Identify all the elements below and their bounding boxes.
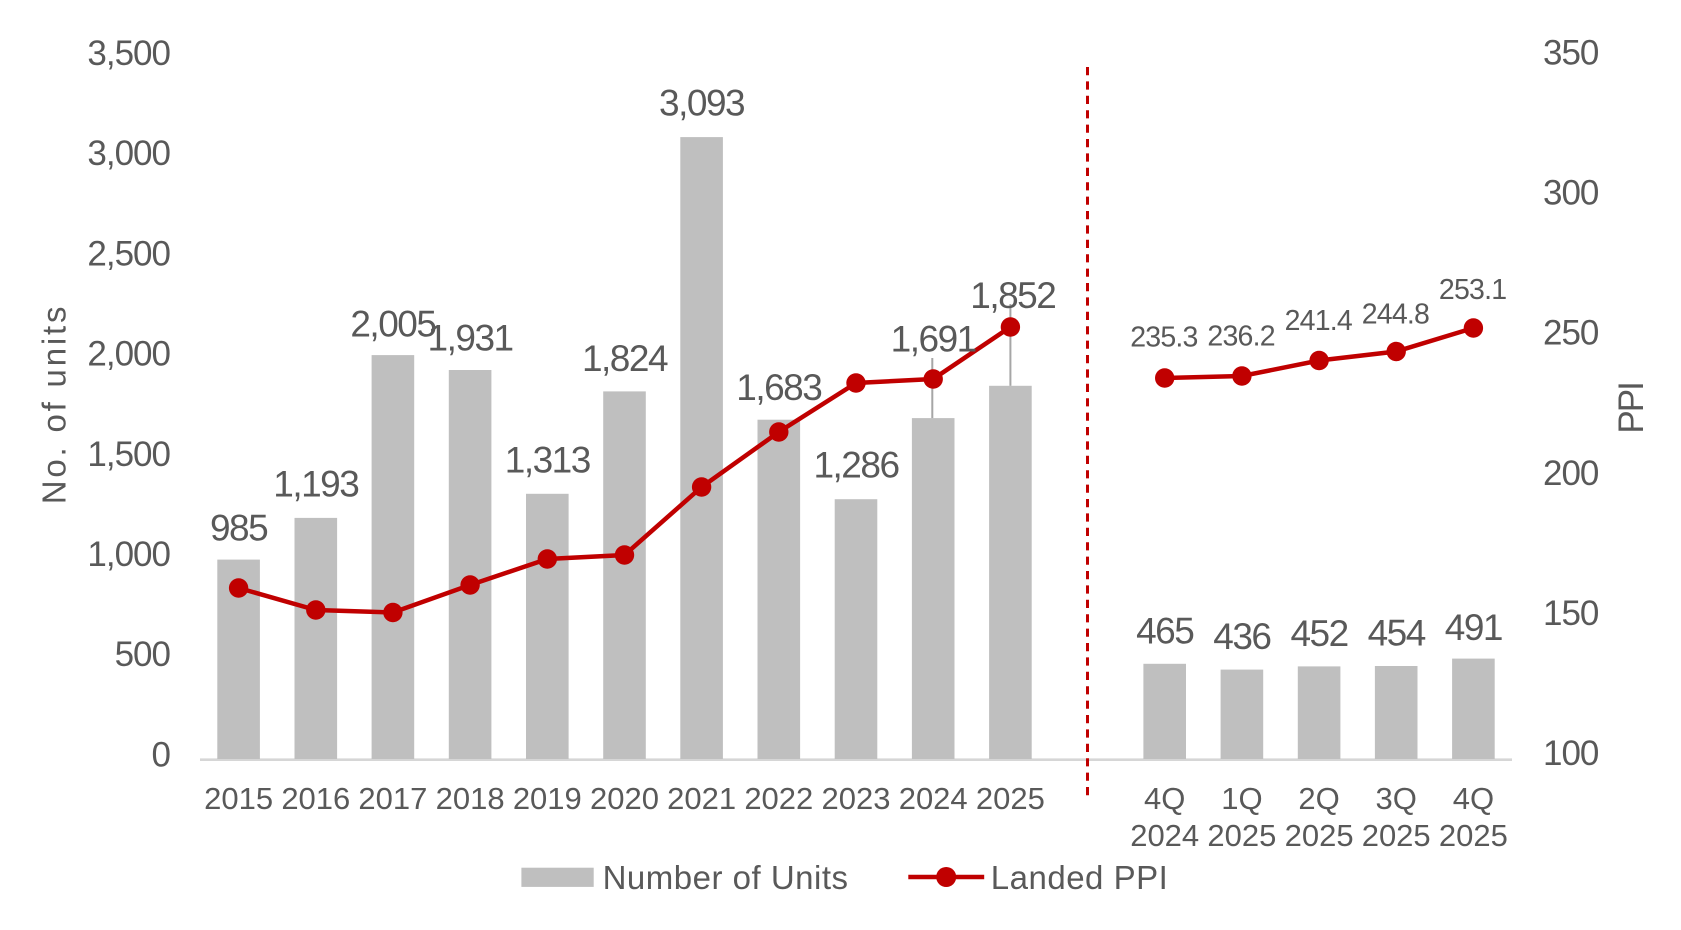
svg-text:2022: 2022 [744,781,813,816]
svg-text:250: 250 [1543,314,1599,353]
svg-text:100: 100 [1543,734,1599,773]
svg-text:Number of Units: Number of Units [603,859,849,896]
svg-text:2017: 2017 [358,781,427,816]
svg-text:2025: 2025 [976,781,1045,816]
svg-text:2Q: 2Q [1298,781,1339,816]
svg-text:2016: 2016 [281,781,350,816]
svg-text:2,000: 2,000 [87,335,170,374]
svg-text:0: 0 [152,735,171,774]
svg-text:PPI: PPI [1612,383,1651,433]
svg-text:2024: 2024 [1130,818,1199,853]
svg-text:436: 436 [1213,616,1270,657]
svg-text:3,500: 3,500 [87,34,170,73]
svg-text:No. of units: No. of units [36,304,73,505]
svg-text:241.4: 241.4 [1285,305,1353,337]
svg-text:1,931: 1,931 [428,318,513,359]
svg-text:491: 491 [1445,607,1502,648]
svg-text:1,193: 1,193 [273,464,358,505]
svg-text:1,852: 1,852 [970,275,1055,316]
svg-text:2025: 2025 [1439,818,1508,853]
svg-text:4Q: 4Q [1144,781,1185,816]
svg-text:150: 150 [1543,594,1599,633]
svg-text:1,313: 1,313 [505,440,590,481]
svg-text:3,093: 3,093 [659,83,744,124]
svg-text:2021: 2021 [667,781,736,816]
svg-text:4Q: 4Q [1453,781,1494,816]
svg-text:2,005: 2,005 [350,303,436,344]
svg-text:1,500: 1,500 [87,435,170,474]
svg-text:1,691: 1,691 [891,319,976,360]
svg-text:1Q: 1Q [1221,781,1262,816]
svg-text:452: 452 [1290,613,1347,654]
svg-text:253.1: 253.1 [1439,274,1506,306]
svg-text:1,824: 1,824 [582,338,668,379]
svg-text:2015: 2015 [204,781,273,816]
svg-text:235.3: 235.3 [1130,322,1197,354]
svg-text:3,000: 3,000 [87,134,170,173]
svg-text:2,500: 2,500 [87,234,170,273]
svg-text:1,000: 1,000 [87,535,170,574]
svg-text:2020: 2020 [590,781,659,816]
svg-text:1,683: 1,683 [736,367,821,408]
svg-text:2025: 2025 [1285,818,1354,853]
svg-text:200: 200 [1543,454,1599,493]
svg-text:985: 985 [210,508,268,549]
svg-text:Landed PPI: Landed PPI [991,859,1168,896]
svg-text:454: 454 [1368,613,1426,654]
svg-text:2025: 2025 [1207,818,1276,853]
svg-text:2025: 2025 [1362,818,1431,853]
svg-text:300: 300 [1543,174,1599,213]
svg-text:350: 350 [1543,34,1599,73]
svg-text:236.2: 236.2 [1207,320,1274,352]
svg-text:1,286: 1,286 [813,445,898,486]
svg-text:465: 465 [1136,610,1194,651]
svg-text:2024: 2024 [899,781,968,816]
svg-text:244.8: 244.8 [1362,298,1429,330]
svg-text:2018: 2018 [436,781,505,816]
svg-text:2019: 2019 [513,781,582,816]
svg-text:3Q: 3Q [1376,781,1417,816]
svg-text:2023: 2023 [822,781,891,816]
svg-text:500: 500 [115,635,171,674]
